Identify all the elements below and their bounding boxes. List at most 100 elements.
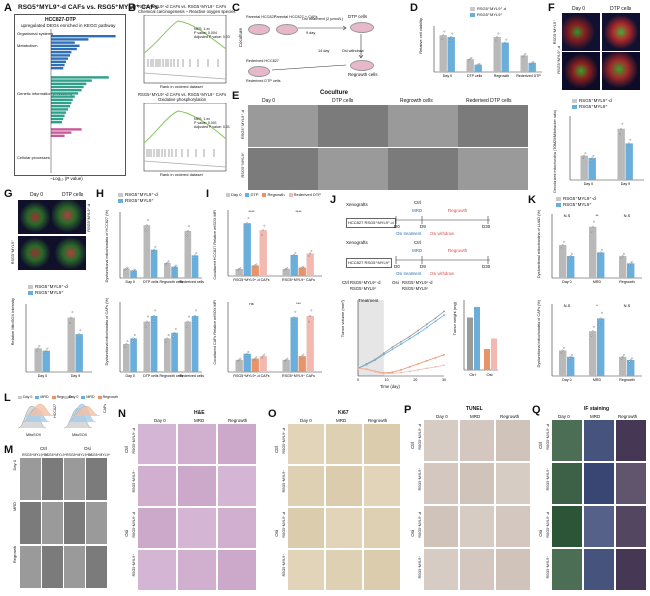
legend-day0: Day 0	[231, 192, 242, 197]
bar	[123, 344, 130, 372]
data-point	[310, 250, 313, 253]
data-point	[165, 263, 167, 266]
panel-e-em-grid: Day 0 DTP cells Regrowth cells Rederived…	[240, 96, 545, 196]
data-point	[172, 335, 175, 338]
significance-label: ****	[248, 209, 255, 214]
data-point	[302, 353, 305, 356]
xeno-label-2: Xenografts	[346, 240, 368, 245]
bar	[191, 255, 199, 278]
data-point	[470, 56, 473, 59]
l-legend-1b: MRD	[86, 395, 95, 399]
legend-text-d: RSG5⁺MYL9⁺-d	[35, 284, 68, 289]
data-point	[173, 331, 176, 334]
fluor-image	[602, 13, 640, 51]
panel-g-row-0: RSG5⁺MYL9⁺-d	[87, 204, 91, 232]
significance-label: N.S	[624, 213, 631, 218]
gsea2-title2: Oxidative phosphorylation	[158, 97, 207, 102]
data-point	[70, 316, 73, 319]
panel-a-box: HCC827-DTP upregulated DEGs enriched in …	[14, 14, 126, 176]
model-2: HCC827 RSG5⁺MYL9⁺	[346, 258, 393, 268]
tick-label: RSG5⁺MYL9⁺ CAFs	[282, 278, 315, 282]
data-point	[194, 315, 196, 317]
data-point	[449, 39, 451, 42]
panel-f-svg: Day 0 Day 9	[569, 116, 644, 186]
parental-cafs-label: Parental HCC827 + CAFs	[274, 15, 318, 19]
data-point	[495, 39, 497, 42]
panel-k-ylabel-1: Dysfunctional mitochondria of LUAD (%)	[537, 210, 541, 278]
data-point	[443, 310, 445, 313]
bar	[520, 55, 528, 72]
bar	[259, 356, 267, 372]
regrowth-cells-label: Regrowth cells	[348, 72, 378, 77]
o-row-1: RSG5⁺MYL9⁺	[282, 470, 286, 493]
dish-2	[276, 24, 298, 35]
bar	[150, 316, 158, 372]
p-col-0: Day 0	[436, 414, 448, 419]
histology-image	[616, 420, 646, 461]
data-point	[133, 334, 136, 336]
significance-label: ns	[249, 301, 253, 306]
panel-e-col-0: Day 0	[262, 98, 276, 104]
bar	[235, 268, 243, 276]
data-point	[629, 359, 632, 361]
data-point	[425, 326, 428, 329]
gsea1-pval: P value: 0.004	[194, 31, 217, 35]
panel-e-col-3: Rederived DTP cells	[466, 98, 512, 104]
data-point	[36, 349, 38, 352]
kegg-bar	[51, 101, 72, 105]
kegg-bar	[51, 95, 75, 98]
data-point	[255, 356, 258, 359]
data-point	[254, 357, 257, 360]
bar	[235, 359, 243, 372]
data-point	[560, 247, 563, 250]
tick-label: RSG5⁺MYL9⁺-d CAFs	[233, 278, 269, 282]
panel-a-box-title: HCC827-DTP	[45, 17, 76, 23]
n-group-0: Ctrl	[124, 446, 129, 453]
em-image	[318, 148, 388, 190]
panel-label-q: Q	[532, 404, 541, 416]
data-point	[582, 157, 584, 159]
data-point	[441, 38, 443, 40]
panel-f: Day 0 DTP cells RSG5⁺MYL9⁺ RSG5⁺MYL9⁺-d …	[552, 6, 648, 196]
fluor-image	[562, 52, 600, 90]
data-point	[261, 356, 263, 359]
l-legend-0: Day 0	[23, 395, 33, 399]
data-point	[408, 335, 411, 338]
panel-q: IF staining Day 0 MRD Regrowth Ctrl Osi …	[538, 406, 648, 594]
o-title: Ki67	[338, 410, 349, 416]
data-point	[188, 315, 190, 318]
bar	[164, 262, 171, 278]
em-image	[64, 546, 85, 588]
group-label-metabolism: Metabolism	[17, 43, 38, 48]
kegg-bar	[51, 41, 75, 44]
panel-k-legend: RSG5⁺MYL9⁺-d RSG5⁺MYL9⁺	[556, 196, 596, 208]
panel-g-legend: RSG5⁺MYL9⁺-d RSG5⁺MYL9⁺	[28, 284, 68, 296]
m-sub-3: RSG5⁺MYL9⁺	[88, 453, 111, 457]
significance-label: N.S	[564, 213, 571, 218]
bar	[306, 253, 314, 276]
kegg-bar	[51, 108, 68, 111]
bar	[143, 225, 151, 278]
significance-label: N.S	[624, 303, 631, 308]
data-point	[69, 322, 71, 324]
data-point	[563, 346, 565, 349]
data-point	[188, 225, 190, 227]
histology-image	[460, 506, 494, 547]
data-point	[239, 267, 242, 270]
data-point	[78, 333, 81, 336]
panel-g-col-0: Day 0	[30, 192, 44, 198]
p-row-2: RSG5⁺MYL9⁺-d	[418, 512, 422, 538]
data-point	[247, 217, 250, 219]
panel-a-xlabel: −Log₁₀ (P value)	[50, 176, 83, 181]
histology-image	[288, 508, 324, 548]
data-point	[294, 310, 297, 313]
data-point	[434, 356, 437, 359]
data-point	[561, 349, 564, 352]
tick-label: Rederived cells	[179, 280, 204, 284]
em-image	[248, 105, 318, 147]
panel-e-row-0: RSG5⁺MYL9⁺-d	[240, 110, 245, 140]
q-title: IF staining	[584, 406, 609, 412]
tick-label: MRD	[593, 378, 602, 382]
